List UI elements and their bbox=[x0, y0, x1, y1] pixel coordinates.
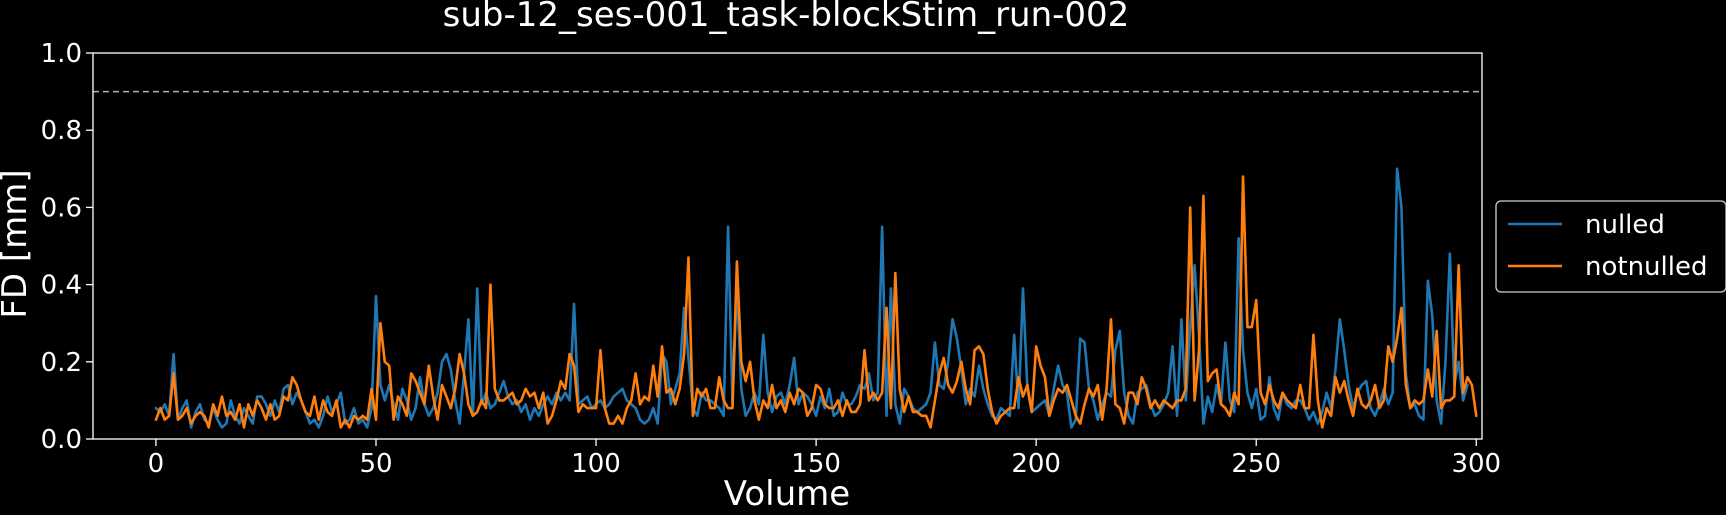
y-tick-label: 0.6 bbox=[41, 193, 82, 223]
legend-label-nulled: nulled bbox=[1585, 210, 1665, 240]
y-axis-title: FD [mm] bbox=[0, 169, 35, 318]
x-tick-label: 100 bbox=[571, 449, 621, 479]
y-axis-ticks: 0.0 0.2 0.4 0.6 0.8 1.0 bbox=[41, 39, 93, 455]
y-tick-label: 0.2 bbox=[41, 348, 82, 378]
x-axis-title: Volume bbox=[724, 474, 850, 514]
plot-area bbox=[93, 90, 1482, 429]
x-tick-label: 300 bbox=[1451, 449, 1501, 479]
x-tick-label: 150 bbox=[791, 449, 841, 479]
x-tick-label: 0 bbox=[148, 449, 165, 479]
axes: 0 50 100 150 200 250 300 0.0 0.2 0.4 0.6 0.8 1.0 bbox=[41, 39, 1501, 479]
y-tick-label: 1.0 bbox=[41, 39, 82, 69]
x-tick-label: 200 bbox=[1011, 449, 1061, 479]
x-tick-label: 50 bbox=[359, 449, 392, 479]
legend-entries: nulled notnulled bbox=[1508, 210, 1707, 282]
chart-title: sub-12_ses-001_task-blockStim_run-002 bbox=[443, 0, 1130, 35]
y-tick-label: 0.4 bbox=[41, 271, 82, 301]
x-axis-ticks: 0 50 100 150 200 250 300 bbox=[148, 439, 1501, 479]
y-tick-label: 0.0 bbox=[41, 425, 82, 455]
y-tick-label: 0.8 bbox=[41, 116, 82, 146]
plot-frame bbox=[92, 52, 1483, 440]
series-line-notnulled bbox=[154, 175, 1478, 429]
series-layer bbox=[154, 167, 1478, 429]
legend: nulled notnulled bbox=[1495, 200, 1726, 293]
x-tick-label: 250 bbox=[1231, 449, 1281, 479]
legend-label-notnulled: notnulled bbox=[1585, 252, 1707, 282]
